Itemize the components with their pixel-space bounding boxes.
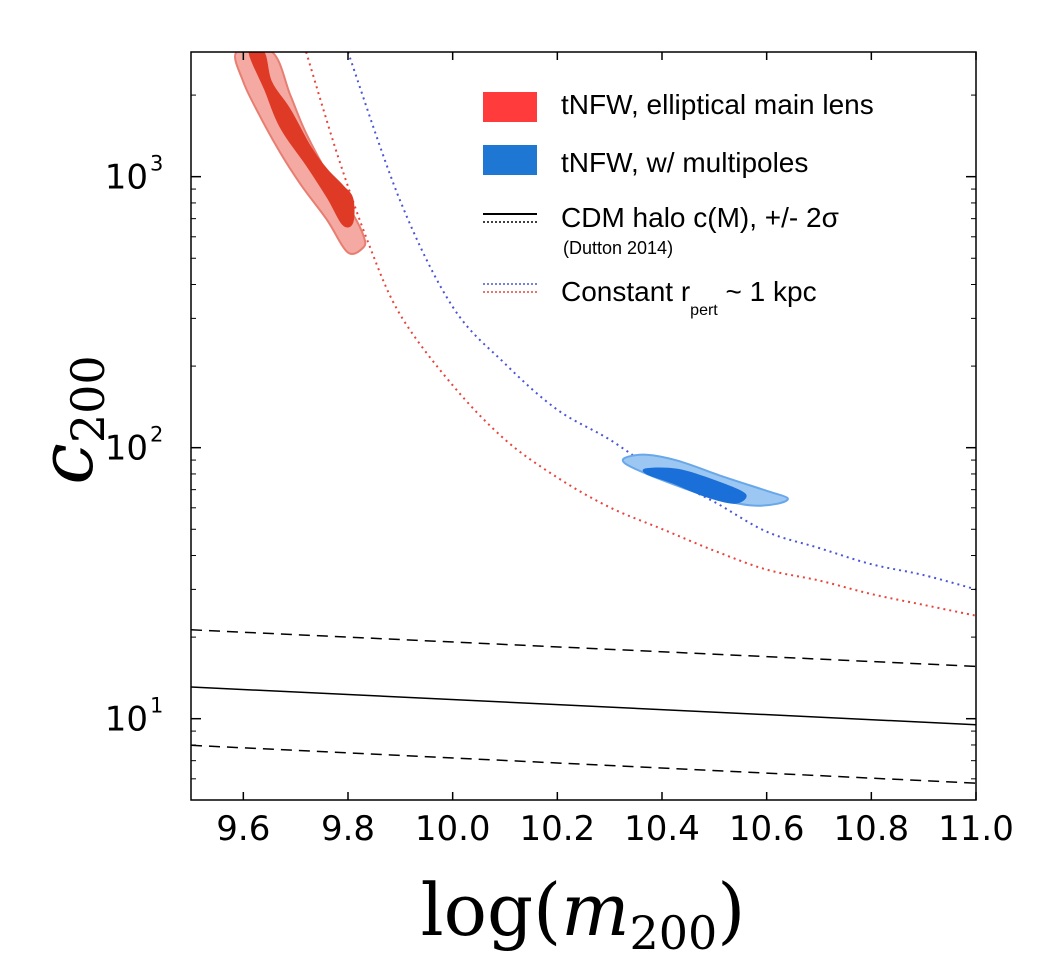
x-tick-label: 9.6	[216, 809, 270, 849]
legend-rpert-main: Constant r	[561, 276, 690, 307]
legend-note-dutton: (Dutton 2014)	[563, 238, 673, 258]
constant-rpert-blue-curve	[347, 52, 976, 591]
y-axis-label: c200	[24, 355, 115, 484]
legend-label-elliptical: tNFW, elliptical main lens	[561, 89, 874, 120]
legend-swatch-multipoles	[483, 145, 537, 175]
cdm-lower-2sigma-line	[191, 744, 976, 784]
x-tick-label: 10.6	[729, 809, 805, 849]
legend-swatch-elliptical	[483, 92, 537, 122]
x-axis-ticks: 9.6 9.8 10.0 10.2 10.4 10.6 10.8 11.0	[216, 52, 1014, 849]
plot-frame	[190, 51, 977, 801]
y-tick-label: 10	[105, 700, 148, 740]
x-axis-label-base: log(	[421, 868, 562, 952]
x-tick-label: 10.4	[624, 809, 700, 849]
multipoles-inner-contour	[642, 467, 747, 504]
plot-content	[191, 52, 976, 784]
legend-label-multipoles: tNFW, w/ multipoles	[561, 147, 808, 178]
x-axis-label: log(m200)	[421, 868, 746, 960]
x-axis-label-close: )	[717, 868, 745, 952]
constant-rpert-red-curve	[305, 52, 976, 617]
x-tick-label: 10.8	[833, 809, 909, 849]
legend-rpert-suffix: ~ 1 kpc	[718, 276, 817, 307]
legend-rpert-sub: pert	[690, 302, 718, 319]
x-axis-label-var: m	[561, 868, 629, 952]
y-tick-exponent: 2	[150, 423, 163, 447]
x-tick-label: 9.8	[321, 809, 375, 849]
elliptical-lens-inner-contour	[248, 52, 355, 228]
cdm-upper-2sigma-line	[191, 629, 976, 668]
legend-label-rpert: Constant rpert ~ 1 kpc	[561, 276, 817, 319]
x-tick-label: 10.2	[519, 809, 595, 849]
legend-label-cdm: CDM halo c(M), +/- 2σ	[561, 202, 839, 233]
y-axis-label-var: c	[24, 443, 110, 484]
y-tick-label: 10	[105, 158, 148, 198]
y-tick-exponent: 1	[150, 694, 163, 718]
x-tick-label: 11.0	[938, 809, 1014, 849]
cdm-median-line	[191, 686, 976, 726]
y-axis-label-sub: 200	[61, 355, 115, 443]
y-tick-exponent: 3	[150, 152, 163, 176]
x-tick-label: 10.0	[415, 809, 491, 849]
legend: tNFW, elliptical main lens tNFW, w/ mult…	[483, 89, 874, 319]
x-axis-label-sub: 200	[629, 906, 717, 960]
y-tick-label: 10	[105, 429, 148, 469]
